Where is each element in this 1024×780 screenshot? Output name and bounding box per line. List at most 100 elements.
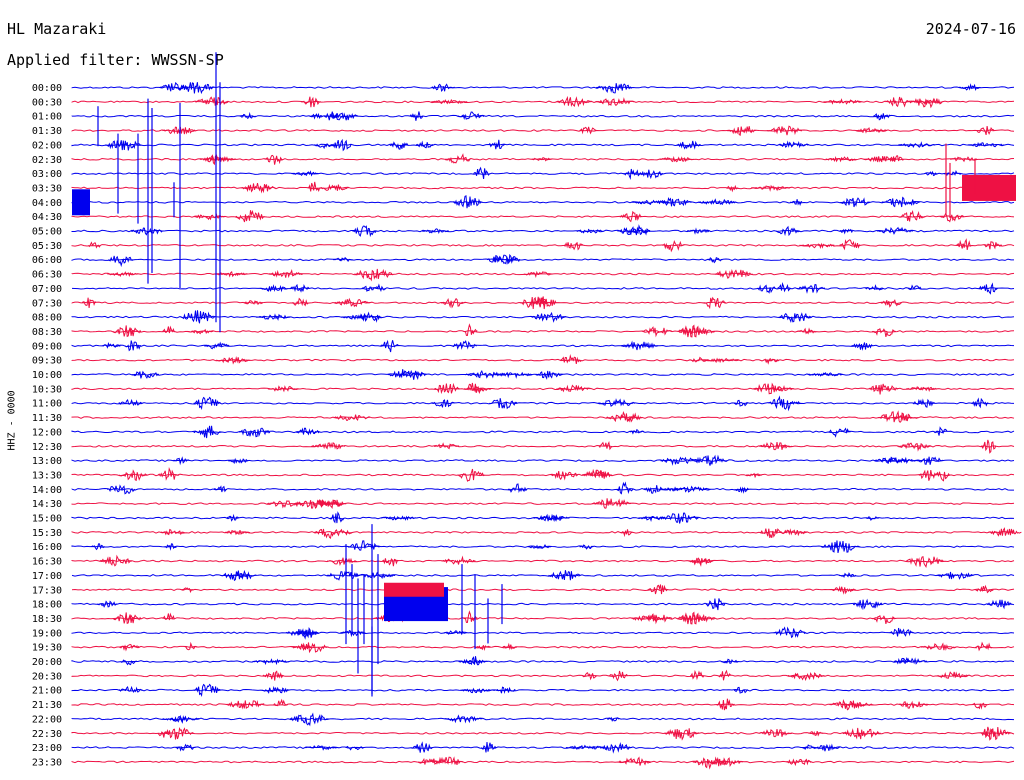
trace-row-0430 [71, 215, 1015, 218]
burst [252, 658, 290, 666]
burst [825, 156, 857, 163]
burst [535, 513, 564, 522]
burst [333, 256, 354, 262]
burst [620, 529, 633, 538]
burst [698, 198, 737, 206]
row-label-1630: 16:30 [32, 557, 62, 568]
row-label-0030: 00:30 [32, 97, 62, 108]
burst [619, 210, 643, 223]
burst [162, 715, 200, 723]
row-label-1730: 17:30 [32, 585, 62, 596]
row-label-0400: 04:00 [32, 198, 62, 209]
trace-row-0800 [71, 315, 1015, 319]
burst [839, 197, 871, 208]
burst [243, 300, 264, 306]
burst [705, 598, 726, 611]
burst [797, 327, 817, 335]
burst [300, 96, 322, 108]
burst [868, 383, 899, 395]
burst [324, 499, 344, 510]
burst [180, 310, 215, 324]
burst [457, 111, 485, 121]
burst [175, 82, 215, 95]
burst [775, 225, 801, 237]
trace-row-0000 [71, 86, 1015, 89]
burst [228, 457, 249, 465]
burst [238, 427, 271, 438]
burst [898, 141, 936, 149]
burst [662, 240, 685, 253]
burst [607, 716, 620, 722]
burst [531, 311, 567, 323]
burst [387, 369, 427, 380]
burst [871, 327, 897, 338]
trace-row-2230 [71, 731, 1015, 735]
burst [107, 271, 139, 278]
burst [560, 354, 582, 364]
burst [751, 184, 791, 192]
burst [608, 670, 628, 682]
row-label-2000: 20:00 [32, 657, 62, 668]
burst [889, 627, 914, 637]
row-label-1330: 13:30 [32, 470, 62, 481]
trace-row-1900 [71, 631, 1015, 635]
burst [986, 599, 1013, 610]
burst [980, 726, 997, 741]
burst [226, 700, 265, 710]
burst [162, 126, 196, 135]
trace-row-1800 [71, 602, 1015, 606]
burst [492, 686, 516, 695]
row-label-1000: 10:00 [32, 370, 62, 381]
burst [118, 398, 143, 406]
burst [594, 97, 635, 107]
burst [600, 742, 633, 754]
burst [81, 297, 97, 308]
burst [943, 169, 962, 177]
burst [531, 157, 552, 162]
burst [105, 140, 142, 151]
burst [677, 613, 715, 623]
burst [623, 168, 642, 181]
row-label-0330: 03:30 [32, 183, 62, 194]
burst [811, 743, 841, 752]
burst [457, 468, 485, 482]
burst [898, 657, 928, 665]
burst [204, 341, 230, 350]
burst [131, 370, 160, 379]
burst [777, 282, 791, 293]
row-label-1400: 14:00 [32, 485, 62, 496]
trace-row-1230 [71, 444, 1015, 448]
burst [955, 238, 972, 251]
burst [334, 297, 371, 308]
burst [643, 485, 664, 494]
trace-row-1300 [71, 459, 1015, 462]
burst [451, 339, 477, 350]
burst [807, 372, 843, 377]
trace-row-1730 [71, 588, 1015, 592]
burst [726, 184, 739, 193]
burst [475, 645, 491, 652]
burst [295, 427, 320, 436]
row-label-0200: 02:00 [32, 140, 62, 151]
burst [912, 398, 936, 408]
burst [686, 227, 711, 235]
trace-row-1530 [71, 531, 1015, 534]
trace-row-0200 [71, 143, 1015, 147]
burst [98, 554, 132, 567]
burst [972, 702, 988, 710]
burst [346, 540, 380, 551]
burst [971, 397, 989, 409]
burst [703, 357, 740, 364]
burst [828, 427, 851, 438]
trace-row-0830 [71, 330, 1015, 333]
burst [329, 112, 359, 121]
burst [589, 469, 612, 479]
row-label-1030: 10:30 [32, 384, 62, 395]
burst [213, 485, 228, 493]
row-label-1130: 11:30 [32, 413, 62, 424]
burst [898, 700, 929, 709]
burst [579, 544, 594, 550]
trace-row-2100 [71, 688, 1015, 692]
row-label-1800: 18:00 [32, 600, 62, 611]
row-label-1900: 19:00 [32, 628, 62, 639]
